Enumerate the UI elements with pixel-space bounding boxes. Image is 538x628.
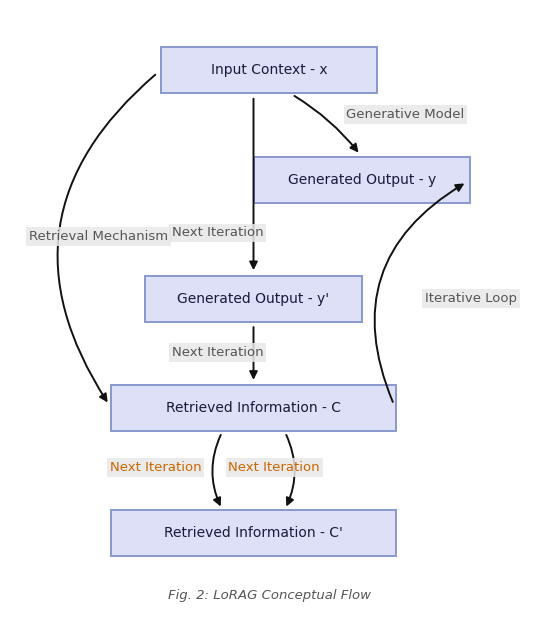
Text: Next Iteration: Next Iteration — [172, 346, 263, 359]
Text: Input Context - x: Input Context - x — [211, 63, 327, 77]
Text: Generative Model: Generative Model — [346, 108, 465, 121]
FancyBboxPatch shape — [160, 47, 378, 93]
FancyBboxPatch shape — [111, 386, 395, 431]
Text: Iterative Loop: Iterative Loop — [425, 292, 517, 305]
Text: Next Iteration: Next Iteration — [110, 461, 201, 474]
Text: Generated Output - y: Generated Output - y — [288, 173, 436, 187]
Text: Retrieved Information - C: Retrieved Information - C — [166, 401, 341, 415]
Text: Next Iteration: Next Iteration — [228, 461, 320, 474]
FancyBboxPatch shape — [145, 276, 362, 322]
Text: Retrieved Information - C': Retrieved Information - C' — [164, 526, 343, 540]
Text: Generated Output - y': Generated Output - y' — [178, 291, 330, 306]
Text: Next Iteration: Next Iteration — [172, 226, 263, 239]
Text: Retrieval Mechanism: Retrieval Mechanism — [29, 230, 168, 243]
FancyBboxPatch shape — [253, 157, 470, 203]
FancyBboxPatch shape — [111, 511, 395, 556]
Text: Fig. 2: LoRAG Conceptual Flow: Fig. 2: LoRAG Conceptual Flow — [167, 589, 371, 602]
